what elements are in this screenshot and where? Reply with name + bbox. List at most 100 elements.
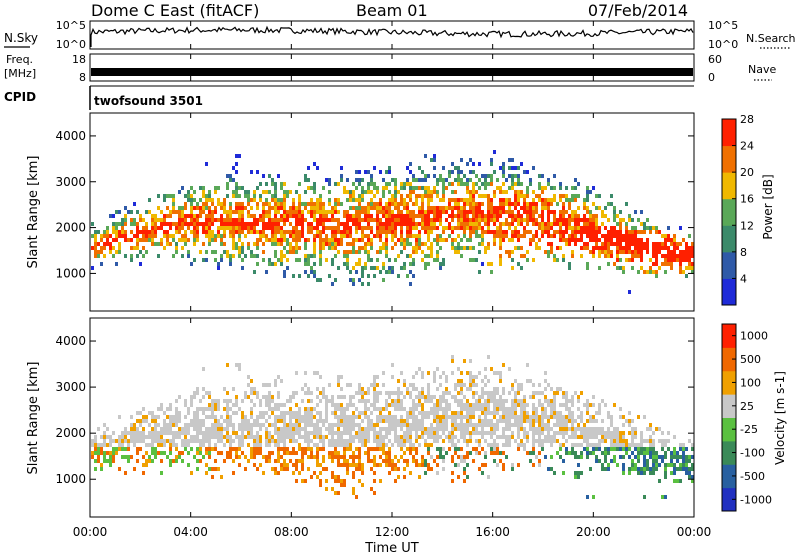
heatmap-cell <box>235 218 238 222</box>
heatmap-cell <box>277 431 280 435</box>
heatmap-cell <box>463 415 466 419</box>
heatmap-cell <box>421 202 424 206</box>
heatmap-cell <box>331 403 334 407</box>
heatmap-cell <box>436 258 439 262</box>
heatmap-cell <box>475 230 478 234</box>
heatmap-cell <box>616 435 619 439</box>
heatmap-cell <box>424 222 427 226</box>
heatmap-cell <box>382 210 385 214</box>
heatmap-cell <box>571 210 574 214</box>
heatmap-cell <box>433 222 436 226</box>
heatmap-cell <box>319 254 322 258</box>
heatmap-cell <box>322 435 325 439</box>
colorbar-tick-label: 28 <box>740 113 754 126</box>
heatmap-cell <box>322 459 325 463</box>
heatmap-cell <box>475 210 478 214</box>
heatmap-cell <box>319 258 322 262</box>
heatmap-cell <box>142 435 145 439</box>
heatmap-cell <box>547 254 550 258</box>
heatmap-cell <box>223 210 226 214</box>
heatmap-cell <box>178 214 181 218</box>
heatmap-cell <box>484 383 487 387</box>
heatmap-cell <box>424 439 427 443</box>
heatmap-cell <box>532 415 535 419</box>
heatmap-cell <box>454 246 457 250</box>
heatmap-cell <box>571 443 574 447</box>
heatmap-cell <box>499 186 502 190</box>
heatmap-cell <box>538 439 541 443</box>
heatmap-cell <box>358 427 361 431</box>
heatmap-cell <box>355 170 358 174</box>
heatmap-cell <box>370 190 373 194</box>
heatmap-cell <box>445 387 448 391</box>
heatmap-cell <box>112 238 115 242</box>
heatmap-cell <box>265 202 268 206</box>
heatmap-cell <box>391 419 394 423</box>
heatmap-cell <box>643 467 646 471</box>
heatmap-cell <box>484 246 487 250</box>
heatmap-cell <box>139 214 142 218</box>
heatmap-cell <box>124 471 127 475</box>
heatmap-cell <box>385 403 388 407</box>
heatmap-cell <box>571 214 574 218</box>
colorbar-swatch <box>722 145 736 173</box>
heatmap-cell <box>502 234 505 238</box>
heatmap-cell <box>454 387 457 391</box>
heatmap-cell <box>187 463 190 467</box>
heatmap-cell <box>343 483 346 487</box>
heatmap-cell <box>133 439 136 443</box>
heatmap-cell <box>526 186 529 190</box>
heatmap-cell <box>637 250 640 254</box>
heatmap-cell <box>352 491 355 495</box>
heatmap-cell <box>577 423 580 427</box>
heatmap-cell <box>304 246 307 250</box>
heatmap-cell <box>532 431 535 435</box>
heatmap-cell <box>307 411 310 415</box>
heatmap-cell <box>391 423 394 427</box>
heatmap-cell <box>361 439 364 443</box>
heatmap-cell <box>511 222 514 226</box>
heatmap-cell <box>166 242 169 246</box>
heatmap-cell <box>544 427 547 431</box>
heatmap-cell <box>334 411 337 415</box>
heatmap-cell <box>358 423 361 427</box>
heatmap-cell <box>403 383 406 387</box>
heatmap-cell <box>361 186 364 190</box>
heatmap-cell <box>604 206 607 210</box>
heatmap-cell <box>325 238 328 242</box>
heatmap-cell <box>481 379 484 383</box>
heatmap-cell <box>226 431 229 435</box>
heatmap-cell <box>334 198 337 202</box>
heatmap-cell <box>349 198 352 202</box>
heatmap-cell <box>493 439 496 443</box>
heatmap-cell <box>397 206 400 210</box>
heatmap-cell <box>460 210 463 214</box>
heatmap-cell <box>412 214 415 218</box>
heatmap-cell <box>382 246 385 250</box>
heatmap-cell <box>421 258 424 262</box>
heatmap-cell <box>241 246 244 250</box>
heatmap-cell <box>163 451 166 455</box>
heatmap-cell <box>556 246 559 250</box>
heatmap-cell <box>253 419 256 423</box>
heatmap-cell <box>562 435 565 439</box>
heatmap-cell <box>340 415 343 419</box>
heatmap-cell <box>289 242 292 246</box>
heatmap-cell <box>619 242 622 246</box>
heatmap-cell <box>463 222 466 226</box>
heatmap-cell <box>682 459 685 463</box>
heatmap-cell <box>340 178 343 182</box>
heatmap-cell <box>481 395 484 399</box>
heatmap-cell <box>337 415 340 419</box>
heatmap-cell <box>373 379 376 383</box>
heatmap-cell <box>451 395 454 399</box>
heatmap-cell <box>289 230 292 234</box>
heatmap-cell <box>529 395 532 399</box>
heatmap-cell <box>553 435 556 439</box>
heatmap-cell <box>97 230 100 234</box>
heatmap-cell <box>439 222 442 226</box>
heatmap-cell <box>148 198 151 202</box>
heatmap-cell <box>547 242 550 246</box>
heatmap-cell <box>559 415 562 419</box>
heatmap-cell <box>193 222 196 226</box>
